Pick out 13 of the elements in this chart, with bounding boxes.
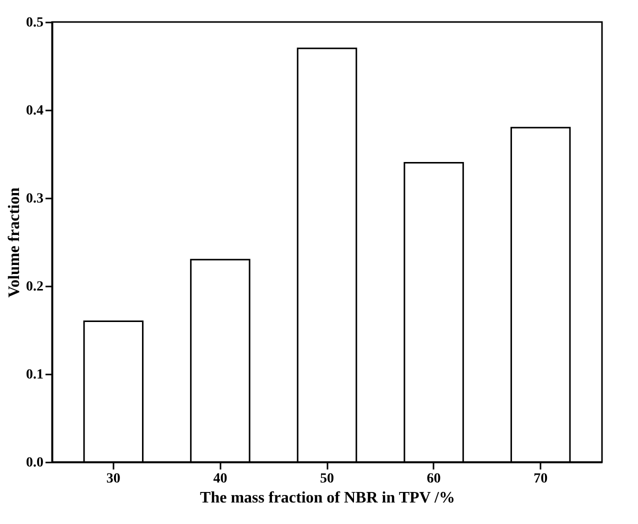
y-tick-label: 0.5 (26, 16, 44, 30)
x-tick-label: 60 (426, 472, 441, 486)
y-tick-label: 0.0 (26, 456, 44, 470)
y-axis-title: Volume fraction (6, 187, 23, 298)
x-axis-title: The mass fraction of NBR in TPV /% (200, 490, 455, 506)
y-tick-label: 0.4 (26, 104, 44, 118)
y-tick-label: 0.3 (26, 192, 44, 206)
y-tick-label: 0.2 (26, 280, 44, 294)
x-tick-label: 40 (213, 472, 228, 486)
x-tick-label: 70 (534, 472, 548, 486)
x-tick-label: 50 (320, 472, 334, 486)
x-tick-label: 30 (106, 472, 120, 486)
y-tick-label: 0.1 (26, 368, 44, 382)
